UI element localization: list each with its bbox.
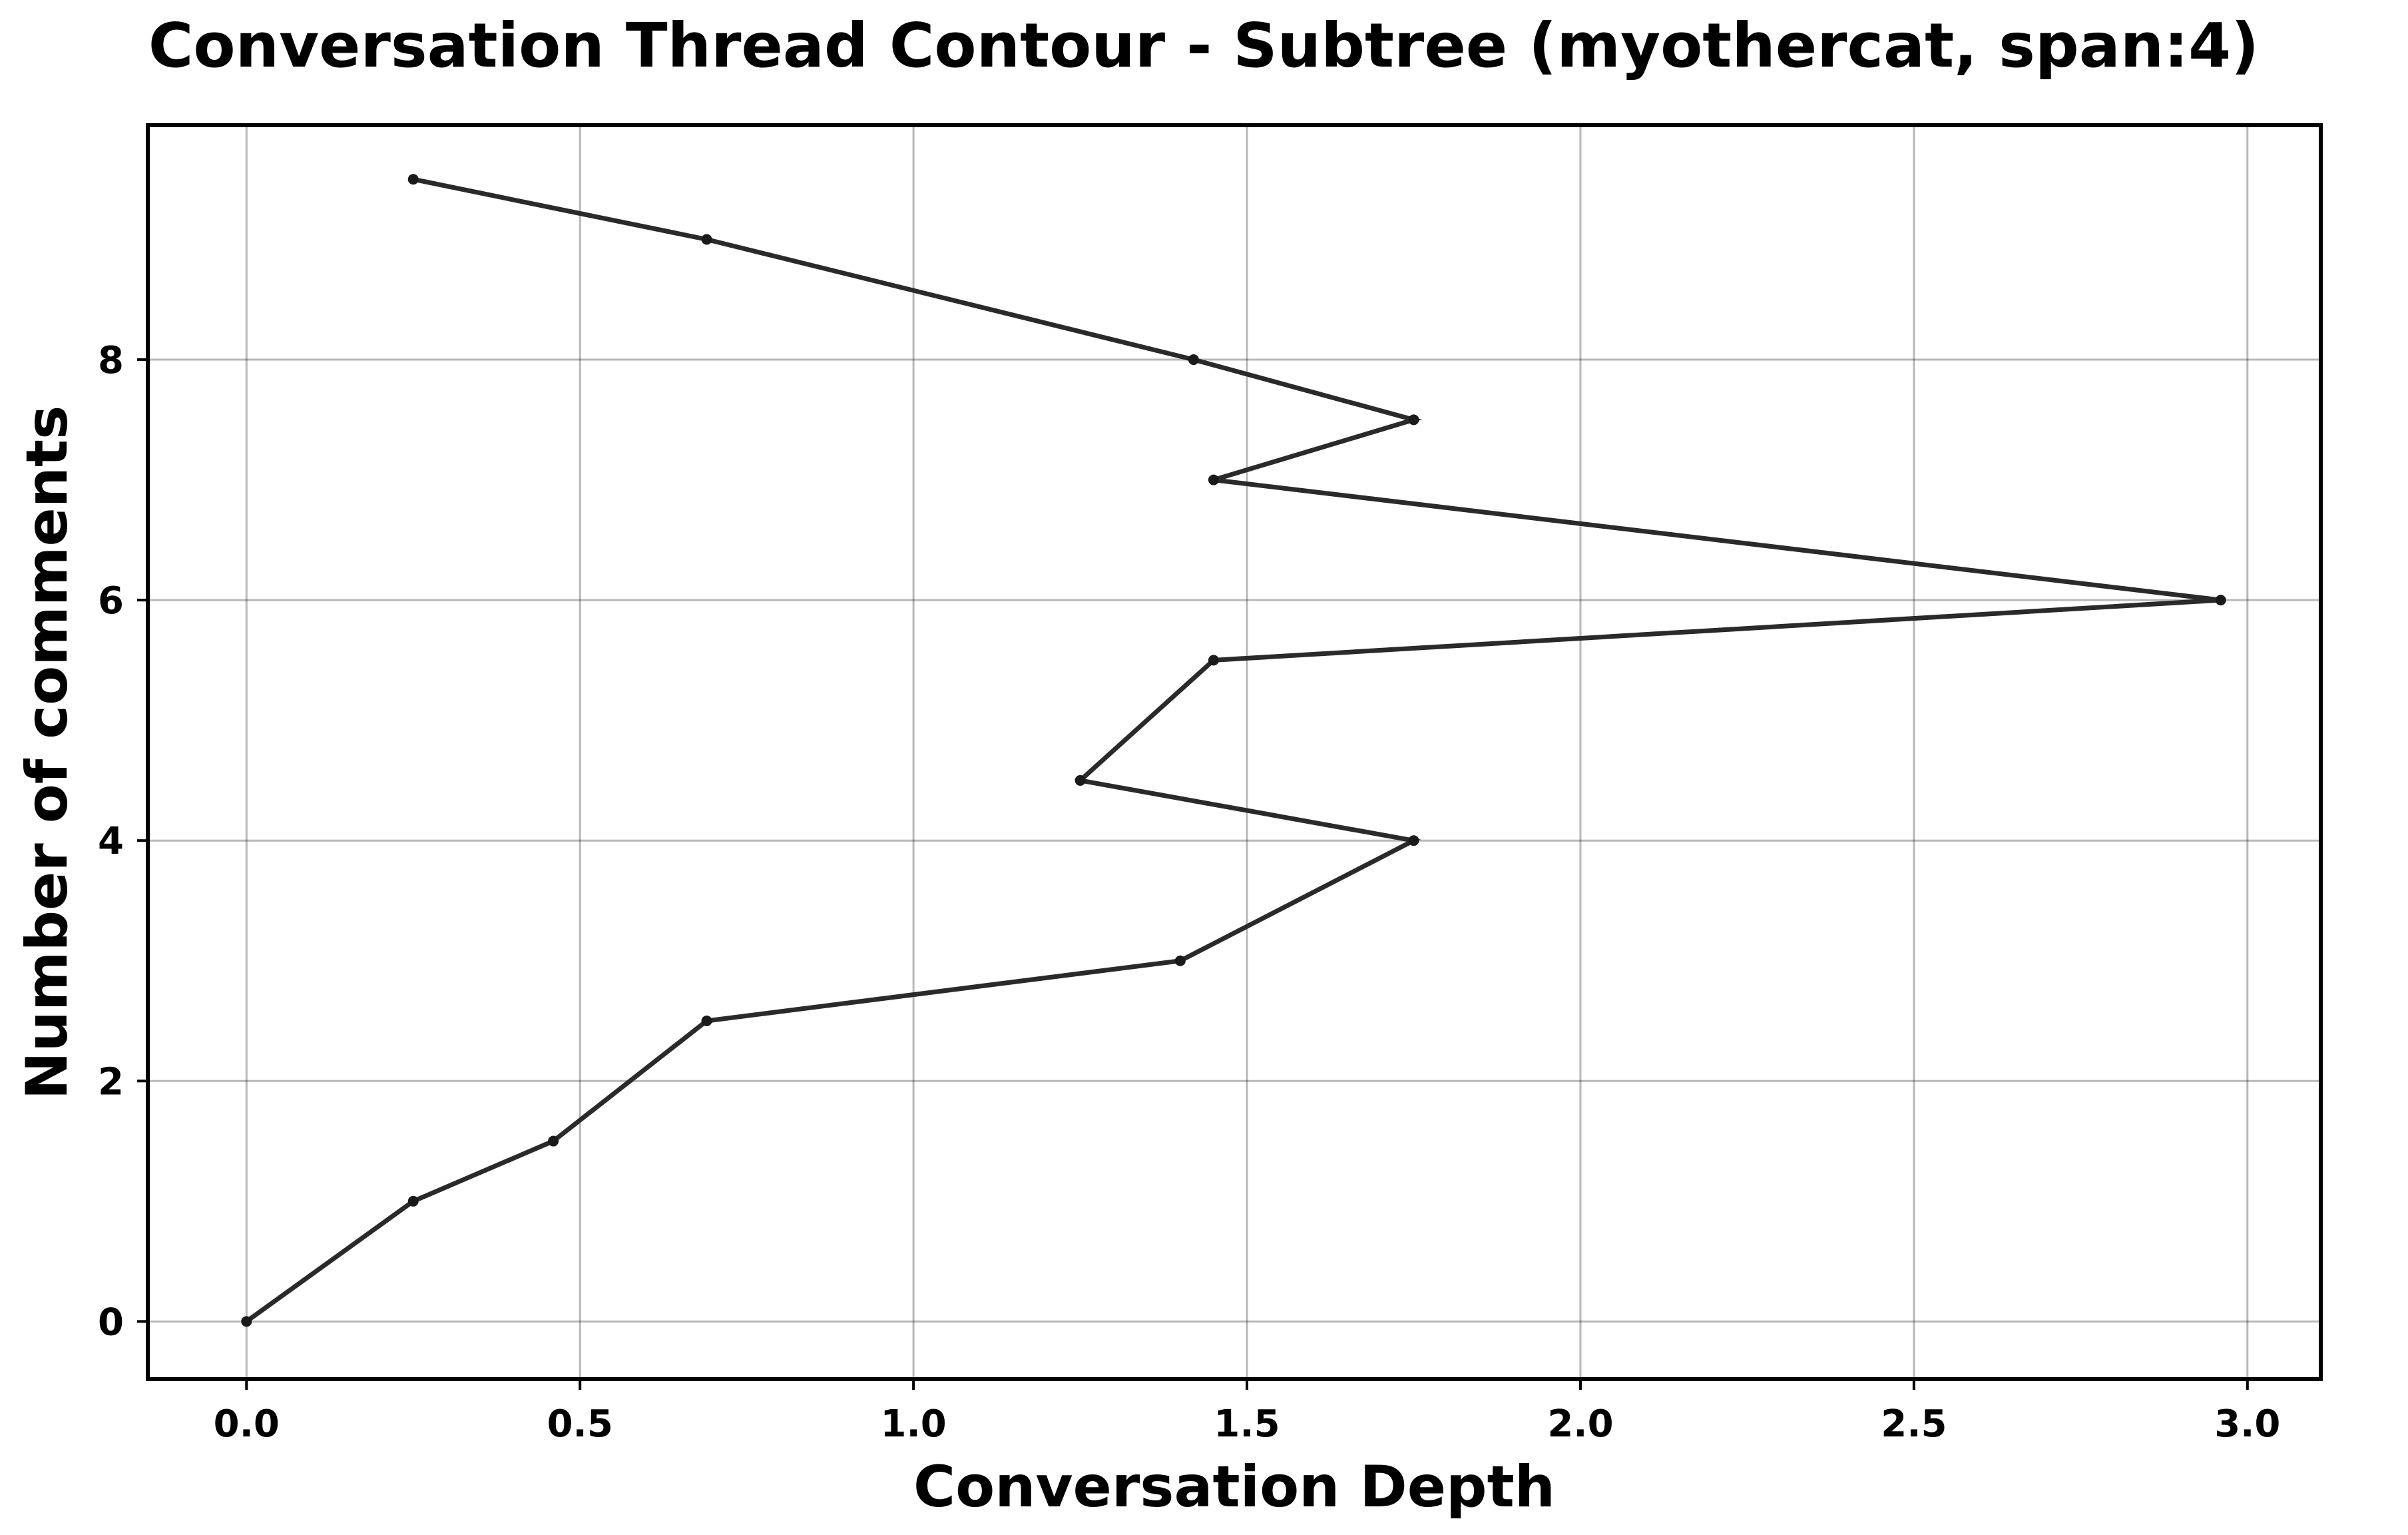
x-tick-label: 2.5 bbox=[1881, 1402, 1947, 1446]
data-point bbox=[241, 1316, 252, 1327]
x-tick-label: 0.0 bbox=[214, 1402, 280, 1446]
data-point bbox=[1408, 835, 1419, 846]
x-tick-label: 1.5 bbox=[1214, 1402, 1280, 1446]
y-tick-label: 8 bbox=[98, 339, 124, 382]
data-point bbox=[1208, 655, 1219, 666]
x-tick-label: 3.0 bbox=[2214, 1402, 2280, 1446]
x-tick-label: 0.5 bbox=[547, 1402, 613, 1446]
y-tick-label: 6 bbox=[98, 579, 124, 623]
plot-area-frame bbox=[146, 123, 2323, 1381]
axis-ticks: 0.0 0.5 1.0 1.5 2.0 2.5 3.0 0 2 4 6 8 bbox=[98, 339, 2280, 1446]
data-point bbox=[1174, 955, 1186, 966]
data-point bbox=[407, 1195, 419, 1207]
x-tick-label: 2.0 bbox=[1547, 1402, 1613, 1446]
y-tick-label: 0 bbox=[98, 1301, 124, 1344]
data-point bbox=[1208, 474, 1219, 485]
x-tick-label: 1.0 bbox=[881, 1402, 947, 1446]
data-point bbox=[548, 1135, 559, 1147]
x-axis-label: Conversation Depth bbox=[913, 1454, 1555, 1520]
data-point bbox=[701, 234, 712, 245]
chart-title: Conversation Thread Contour - Subtree (m… bbox=[148, 10, 2259, 81]
data-point bbox=[701, 1016, 712, 1026]
data-series bbox=[241, 174, 2226, 1327]
grid-lines bbox=[148, 125, 2321, 1379]
data-point bbox=[1408, 414, 1419, 426]
data-point bbox=[407, 174, 419, 185]
y-axis-label: Number of comments bbox=[14, 406, 81, 1100]
data-point bbox=[1075, 774, 1086, 786]
data-point bbox=[2215, 595, 2226, 606]
series-line bbox=[245, 176, 2222, 1324]
y-tick-label: 2 bbox=[98, 1060, 124, 1103]
data-point bbox=[1188, 354, 1199, 366]
y-tick-label: 4 bbox=[98, 820, 124, 863]
